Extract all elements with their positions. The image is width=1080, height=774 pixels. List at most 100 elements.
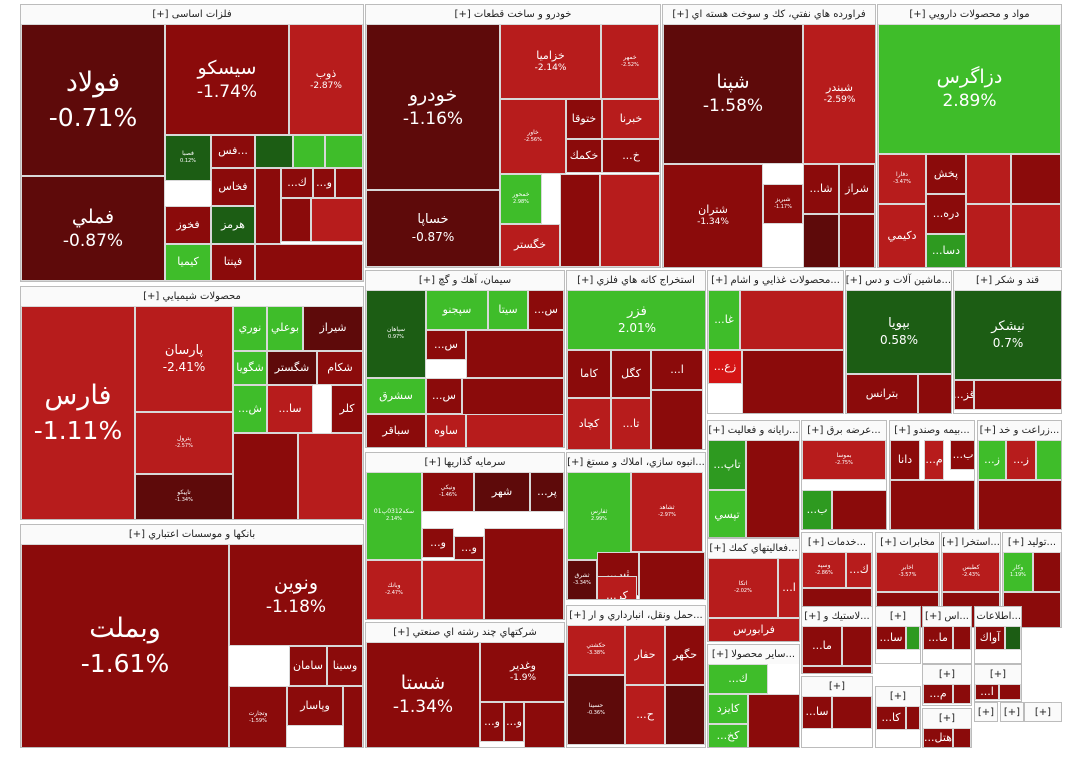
stock-tile[interactable]: ...سا xyxy=(876,626,906,650)
stock-tile[interactable]: پخش xyxy=(926,154,966,194)
minor-tile[interactable] xyxy=(746,440,799,537)
stock-tile[interactable]: ونيكي -1.46% xyxy=(422,472,474,512)
stock-tile[interactable]: فرابورس xyxy=(708,618,799,641)
sector-title-expand[interactable]: ...عرضه برق [+] xyxy=(802,421,886,440)
stock-tile[interactable]: خمهر -2.52% xyxy=(601,24,659,99)
minor-tile[interactable] xyxy=(255,135,293,168)
stock-tile[interactable]: سپجنو xyxy=(426,290,488,330)
minor-tile[interactable] xyxy=(298,433,363,519)
sector-title-expand[interactable]: ...سایر محصولا [+] xyxy=(708,645,799,664)
stock-tile[interactable]: ...ا xyxy=(975,684,999,700)
stock-tile[interactable]: بوعلي xyxy=(267,306,303,351)
stock-tile[interactable]: بموسا -2.75% xyxy=(802,440,886,480)
stock-tile[interactable]: فزر 2.01% xyxy=(567,290,705,350)
minor-tile[interactable] xyxy=(953,728,971,747)
stock-tile[interactable]: سيتا xyxy=(488,290,528,330)
stock-tile[interactable]: كچاد xyxy=(567,398,611,449)
sector-title-expand[interactable]: [+] xyxy=(923,665,971,684)
stock-tile[interactable]: شيراز xyxy=(303,306,363,351)
stock-tile[interactable]: ثفارس 2.99% xyxy=(567,472,631,560)
minor-tile[interactable] xyxy=(560,174,600,267)
minor-tile[interactable] xyxy=(832,490,886,529)
minor-tile[interactable] xyxy=(740,290,843,350)
stock-tile[interactable]: ونوين -1.18% xyxy=(229,544,363,646)
sector-title-expand[interactable]: استخراج كانه هاي فلزي [+] xyxy=(567,271,705,290)
stock-tile[interactable]: خبرنا xyxy=(602,99,660,139)
stock-tile[interactable]: ...كر xyxy=(597,576,637,599)
minor-tile[interactable] xyxy=(484,528,564,619)
minor-tile[interactable] xyxy=(293,135,325,168)
sector-title-expand[interactable]: ...زراعت و خد [+] xyxy=(978,421,1061,440)
sector-title-expand[interactable]: ...بيمه وصندو [+] xyxy=(890,421,974,440)
stock-tile[interactable]: دكيمي xyxy=(878,204,926,267)
stock-tile[interactable]: شگستر xyxy=(267,351,317,385)
minor-tile[interactable] xyxy=(466,330,564,378)
stock-tile[interactable]: اتكا -2.02% xyxy=(708,558,778,618)
stock-tile[interactable]: آواك xyxy=(975,626,1005,650)
stock-tile[interactable]: ختوقا xyxy=(566,99,602,139)
stock-tile[interactable]: بترانس xyxy=(846,374,918,413)
stock-tile[interactable]: خكمك xyxy=(566,139,602,173)
stock-tile[interactable]: فملي -0.87% xyxy=(21,176,165,281)
stock-tile[interactable]: خساپا -0.87% xyxy=(366,190,500,267)
stock-tile[interactable]: ...قز xyxy=(954,380,974,410)
stock-tile[interactable]: شگويا xyxy=(233,351,267,385)
stock-tile[interactable]: وبملت -1.61% xyxy=(21,544,229,747)
sector-title-expand[interactable]: ...استخرا [+] xyxy=(942,533,1000,552)
stock-tile[interactable]: وسپه -2.86% xyxy=(802,552,846,588)
sector-title-expand[interactable]: فلزات اساسی [+] xyxy=(21,5,363,24)
stock-tile[interactable]: ...ز xyxy=(978,440,1006,480)
stock-tile[interactable]: كيميا xyxy=(165,244,211,281)
stock-tile[interactable]: سيسكو -1.74% xyxy=(165,24,289,135)
stock-tile[interactable]: حفار xyxy=(625,625,665,685)
minor-tile[interactable] xyxy=(466,414,564,447)
sector-title-expand[interactable]: ...محصولات غذايي و اشام [+] xyxy=(708,271,843,290)
stock-tile[interactable]: ذوب -2.87% xyxy=(289,24,363,135)
stock-tile[interactable]: وتجارت -1.59% xyxy=(229,686,287,747)
sector-title-expand[interactable]: خودرو و ساخت قطعات [+] xyxy=(366,5,660,24)
stock-tile[interactable]: فصبا 0.12% xyxy=(165,135,211,181)
sector-title-expand[interactable]: ...حمل ونقل، انبارداري و ار [+] xyxy=(567,606,705,625)
stock-tile[interactable]: تپسي xyxy=(708,490,746,537)
stock-tile[interactable]: شبريز -1.17% xyxy=(763,184,803,224)
stock-tile[interactable]: ...دره xyxy=(926,194,966,234)
stock-tile[interactable]: شكام xyxy=(317,351,363,385)
minor-tile[interactable] xyxy=(842,626,872,666)
sector-title-expand[interactable]: شركتهاي چند رشته اي صنعتي [+] xyxy=(366,623,564,642)
minor-tile[interactable] xyxy=(742,350,843,413)
minor-tile[interactable] xyxy=(953,684,971,704)
stock-tile[interactable]: سپاهان 0.97% xyxy=(366,290,426,378)
sector-title-expand[interactable]: ...لاستيك و [+] xyxy=(802,607,872,626)
minor-tile[interactable] xyxy=(651,390,703,449)
stock-tile[interactable]: ...ما xyxy=(923,626,953,650)
stock-tile[interactable]: ...ب xyxy=(950,440,974,470)
minor-tile[interactable] xyxy=(906,626,920,650)
sector-title-expand[interactable]: مخابرات [+] xyxy=(876,533,939,552)
stock-tile[interactable]: فس... xyxy=(211,135,255,168)
stock-tile[interactable]: ساوه xyxy=(426,414,466,447)
stock-tile[interactable]: كگل xyxy=(611,350,651,398)
stock-tile[interactable]: شپنا -1.58% xyxy=(663,24,803,164)
minor-tile[interactable] xyxy=(255,244,363,281)
stock-tile[interactable]: پارسان -2.41% xyxy=(135,306,233,412)
stock-tile[interactable]: كاما xyxy=(567,350,611,398)
minor-tile[interactable] xyxy=(311,198,363,242)
sector-title-expand[interactable]: ...توليد [+] xyxy=(1003,533,1061,552)
minor-tile[interactable] xyxy=(233,433,298,519)
stock-tile[interactable]: ...هتل xyxy=(923,728,953,747)
stock-tile[interactable]: ...ك xyxy=(846,552,872,588)
stock-tile[interactable]: هرمز xyxy=(211,206,255,244)
minor-tile[interactable] xyxy=(281,198,311,242)
stock-tile[interactable]: ...خ xyxy=(602,139,660,173)
stock-tile[interactable]: دزاگرس 2.89% xyxy=(878,24,1061,154)
minor-tile[interactable] xyxy=(748,694,799,747)
stock-tile[interactable]: شهر xyxy=(474,472,530,512)
sector-title-expand[interactable]: [+] xyxy=(975,665,1021,684)
sector-title-expand[interactable]: ...خدمات [+] xyxy=(802,533,872,552)
stock-tile[interactable]: شتران -1.34% xyxy=(663,164,763,267)
minor-tile[interactable] xyxy=(953,626,971,650)
minor-tile[interactable] xyxy=(1033,552,1061,592)
stock-tile[interactable]: ...ا xyxy=(778,558,799,618)
stock-tile[interactable]: تاپيكو -1.34% xyxy=(135,474,233,519)
minor-tile[interactable] xyxy=(1036,440,1061,480)
